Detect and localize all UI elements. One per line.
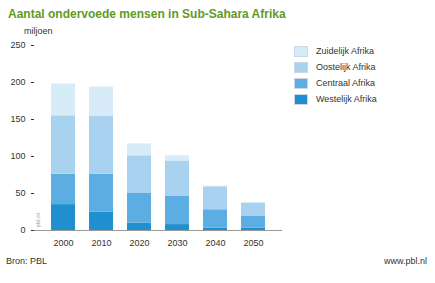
svg-text:250: 250 — [10, 40, 25, 50]
svg-text:pbl.nl: pbl.nl — [35, 213, 41, 227]
html-text:Westelijk Afrika: Westelijk Afrika — [316, 94, 377, 104]
html-text:Centraal Afrika: Centraal Afrika — [316, 78, 375, 88]
svg-text:2040: 2040 — [205, 238, 225, 248]
svg-text:150: 150 — [10, 114, 25, 124]
svg-text:2020: 2020 — [129, 238, 149, 248]
html-text:Bron: PBL: Bron: PBL — [6, 256, 47, 266]
html-text:miljoen: miljoen — [24, 26, 53, 36]
svg-text:2000: 2000 — [53, 238, 73, 248]
svg-text:2010: 2010 — [91, 238, 111, 248]
svg-text:2030: 2030 — [167, 238, 187, 248]
html-text:Aantal ondervoede mensen in Su: Aantal ondervoede mensen in Sub-Sahara A… — [8, 7, 286, 21]
svg-text:200: 200 — [10, 77, 25, 87]
svg-text:100: 100 — [10, 151, 25, 161]
svg-text:2050: 2050 — [243, 238, 263, 248]
html-text:Oostelijk Afrika: Oostelijk Afrika — [316, 62, 376, 72]
svg-text:0: 0 — [20, 225, 25, 235]
html-text:www.pbl.nl: www.pbl.nl — [384, 256, 427, 266]
html-text:Zuidelijk Afrika: Zuidelijk Afrika — [316, 46, 374, 56]
svg-text:50: 50 — [15, 188, 25, 198]
